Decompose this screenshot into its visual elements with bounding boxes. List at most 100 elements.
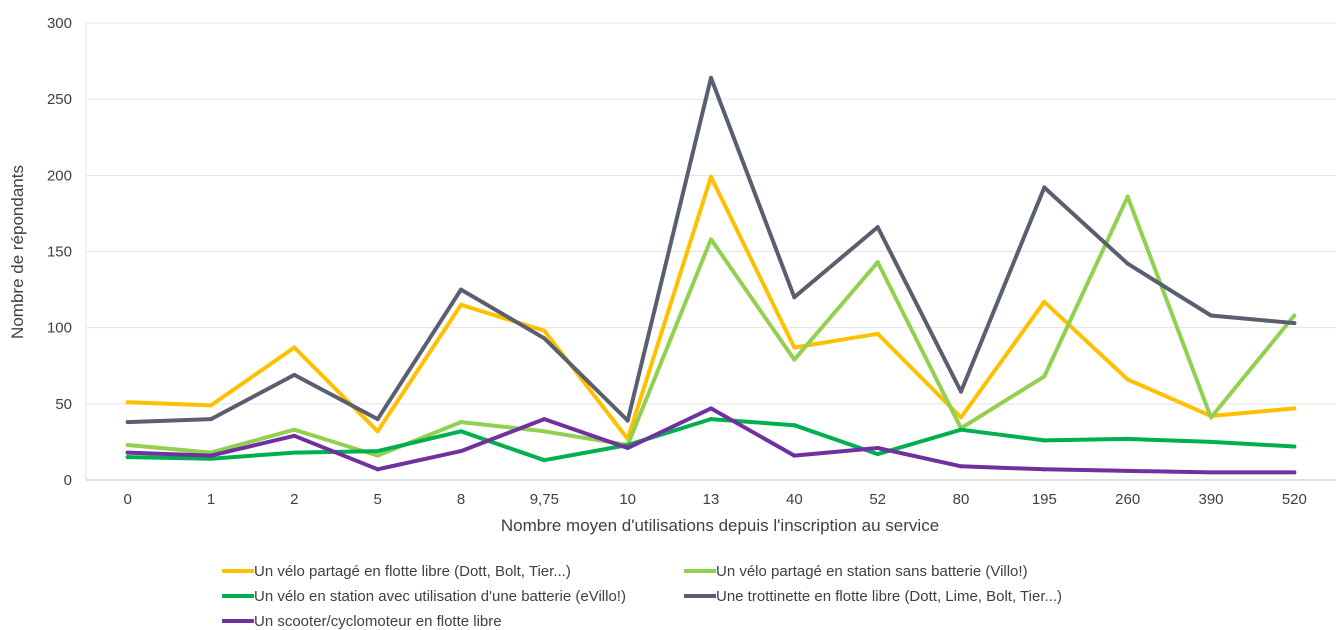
x-tick-label: 13 <box>703 491 720 508</box>
data-point <box>1209 313 1213 318</box>
data-point <box>542 417 547 422</box>
data-point <box>1209 439 1213 444</box>
data-point <box>292 372 297 377</box>
data-point <box>542 336 547 341</box>
series-lines <box>125 75 1297 475</box>
data-point <box>209 417 213 422</box>
data-point <box>709 75 713 80</box>
data-point <box>459 420 463 425</box>
data-point <box>1292 321 1297 326</box>
y-axis-title: Nombre de répondants <box>8 165 27 339</box>
data-point <box>959 389 963 394</box>
x-tick-label: 52 <box>869 491 886 508</box>
data-point <box>875 446 880 451</box>
data-point <box>959 415 963 420</box>
data-point <box>792 345 797 350</box>
legend-item: Un scooter/cyclomoteur en flotte libre <box>222 613 502 630</box>
data-point <box>125 420 130 425</box>
data-point <box>375 449 380 454</box>
data-point <box>709 237 713 242</box>
y-tick-label: 50 <box>55 396 72 413</box>
data-point <box>1042 467 1047 472</box>
data-point <box>292 345 297 350</box>
data-point <box>792 295 797 300</box>
data-point <box>625 446 630 451</box>
legend-label: Un vélo partagé en station sans batterie… <box>716 563 1028 580</box>
x-tick-label: 2 <box>290 491 298 508</box>
legend-label: Un scooter/cyclomoteur en flotte libre <box>254 613 502 630</box>
data-point <box>375 467 380 472</box>
data-point <box>959 464 963 469</box>
x-tick-label: 8 <box>457 491 465 508</box>
data-point <box>292 433 297 438</box>
data-point <box>792 423 797 428</box>
data-point <box>1125 261 1130 266</box>
data-point <box>209 403 213 408</box>
y-tick-label: 250 <box>47 91 72 108</box>
y-tick-label: 150 <box>47 244 72 261</box>
legend: Un vélo partagé en flotte libre (Dott, B… <box>222 563 1062 630</box>
data-point <box>125 450 130 455</box>
y-tick-label: 200 <box>47 167 72 184</box>
x-tick-label: 10 <box>619 491 636 508</box>
data-point <box>875 452 880 457</box>
data-point <box>709 406 713 411</box>
y-tick-label: 0 <box>64 472 72 489</box>
legend-label: Un vélo partagé en flotte libre (Dott, B… <box>254 563 571 580</box>
x-axis-tick-labels: 0 1 2 5 8 9,75 10 13 40 52 80 195 260 390 520 <box>123 491 1306 508</box>
data-point <box>1125 194 1130 199</box>
y-tick-label: 100 <box>47 320 72 337</box>
data-point <box>792 453 797 458</box>
data-point <box>459 287 463 292</box>
x-tick-label: 9,75 <box>530 491 559 508</box>
data-point <box>375 429 380 434</box>
data-point <box>1292 313 1297 318</box>
x-tick-label: 40 <box>786 491 803 508</box>
data-point <box>292 427 297 432</box>
data-point <box>1292 444 1297 449</box>
data-point <box>1209 470 1213 475</box>
data-point <box>125 455 130 460</box>
data-point <box>459 429 463 434</box>
data-point <box>1292 406 1297 411</box>
x-tick-label: 0 <box>123 491 131 508</box>
data-point <box>459 449 463 454</box>
legend-item: Un vélo en station avec utilisation d'un… <box>222 588 626 605</box>
data-point <box>125 442 130 447</box>
data-point <box>292 450 297 455</box>
x-tick-label: 80 <box>953 491 970 508</box>
data-point <box>209 456 213 461</box>
y-axis-tick-labels: 0 50 100 150 200 250 300 <box>47 15 72 489</box>
data-point <box>209 453 213 458</box>
data-point <box>875 331 880 336</box>
data-point <box>125 400 130 405</box>
data-point <box>459 302 463 307</box>
legend-item: Une trottinette en flotte libre (Dott, L… <box>684 588 1062 605</box>
data-point <box>1042 185 1047 190</box>
data-point <box>875 260 880 265</box>
data-point <box>1042 374 1047 379</box>
legend-item: Un vélo partagé en flotte libre (Dott, B… <box>222 563 571 580</box>
x-tick-label: 195 <box>1032 491 1057 508</box>
data-point <box>875 225 880 230</box>
data-point <box>625 418 630 423</box>
data-point <box>375 453 380 458</box>
data-point <box>1292 470 1297 475</box>
y-tick-label: 300 <box>47 15 72 32</box>
x-tick-label: 1 <box>207 491 215 508</box>
data-point <box>709 174 713 179</box>
data-point <box>1209 415 1213 420</box>
data-point <box>1042 299 1047 304</box>
x-tick-label: 5 <box>373 491 381 508</box>
series-line-2 <box>125 194 1297 458</box>
x-tick-label: 390 <box>1198 491 1223 508</box>
data-point <box>1125 377 1130 382</box>
x-tick-label: 520 <box>1282 491 1307 508</box>
data-point <box>375 417 380 422</box>
data-point <box>542 429 547 434</box>
data-point <box>542 458 547 463</box>
x-axis-title: Nombre moyen d'utilisations depuis l'ins… <box>501 516 939 535</box>
data-point <box>959 427 963 432</box>
x-tick-label: 260 <box>1115 491 1140 508</box>
